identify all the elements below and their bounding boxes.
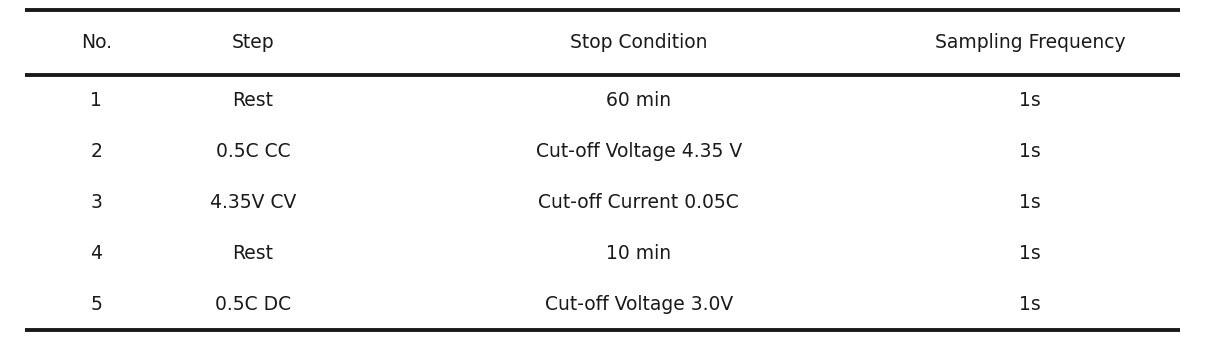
Text: 4.35V CV: 4.35V CV (210, 193, 296, 212)
Text: 1: 1 (90, 91, 102, 110)
Text: 4: 4 (90, 244, 102, 263)
Text: 1s: 1s (1019, 244, 1041, 263)
Text: 0.5C DC: 0.5C DC (214, 295, 292, 314)
Text: Stop Condition: Stop Condition (570, 33, 707, 52)
Text: 60 min: 60 min (606, 91, 671, 110)
Text: Cut-off Voltage 3.0V: Cut-off Voltage 3.0V (545, 295, 733, 314)
Text: 3: 3 (90, 193, 102, 212)
Text: Cut-off Current 0.05C: Cut-off Current 0.05C (539, 193, 739, 212)
Text: 1s: 1s (1019, 91, 1041, 110)
Text: 10 min: 10 min (606, 244, 671, 263)
Text: 1s: 1s (1019, 193, 1041, 212)
Text: 5: 5 (90, 295, 102, 314)
Text: 1s: 1s (1019, 295, 1041, 314)
Text: 0.5C CC: 0.5C CC (216, 142, 290, 161)
Text: Rest: Rest (233, 91, 274, 110)
Text: 2: 2 (90, 142, 102, 161)
Text: 1s: 1s (1019, 142, 1041, 161)
Text: Rest: Rest (233, 244, 274, 263)
Text: Cut-off Voltage 4.35 V: Cut-off Voltage 4.35 V (535, 142, 742, 161)
Text: Sampling Frequency: Sampling Frequency (935, 33, 1125, 52)
Text: Step: Step (231, 33, 275, 52)
Text: No.: No. (81, 33, 112, 52)
